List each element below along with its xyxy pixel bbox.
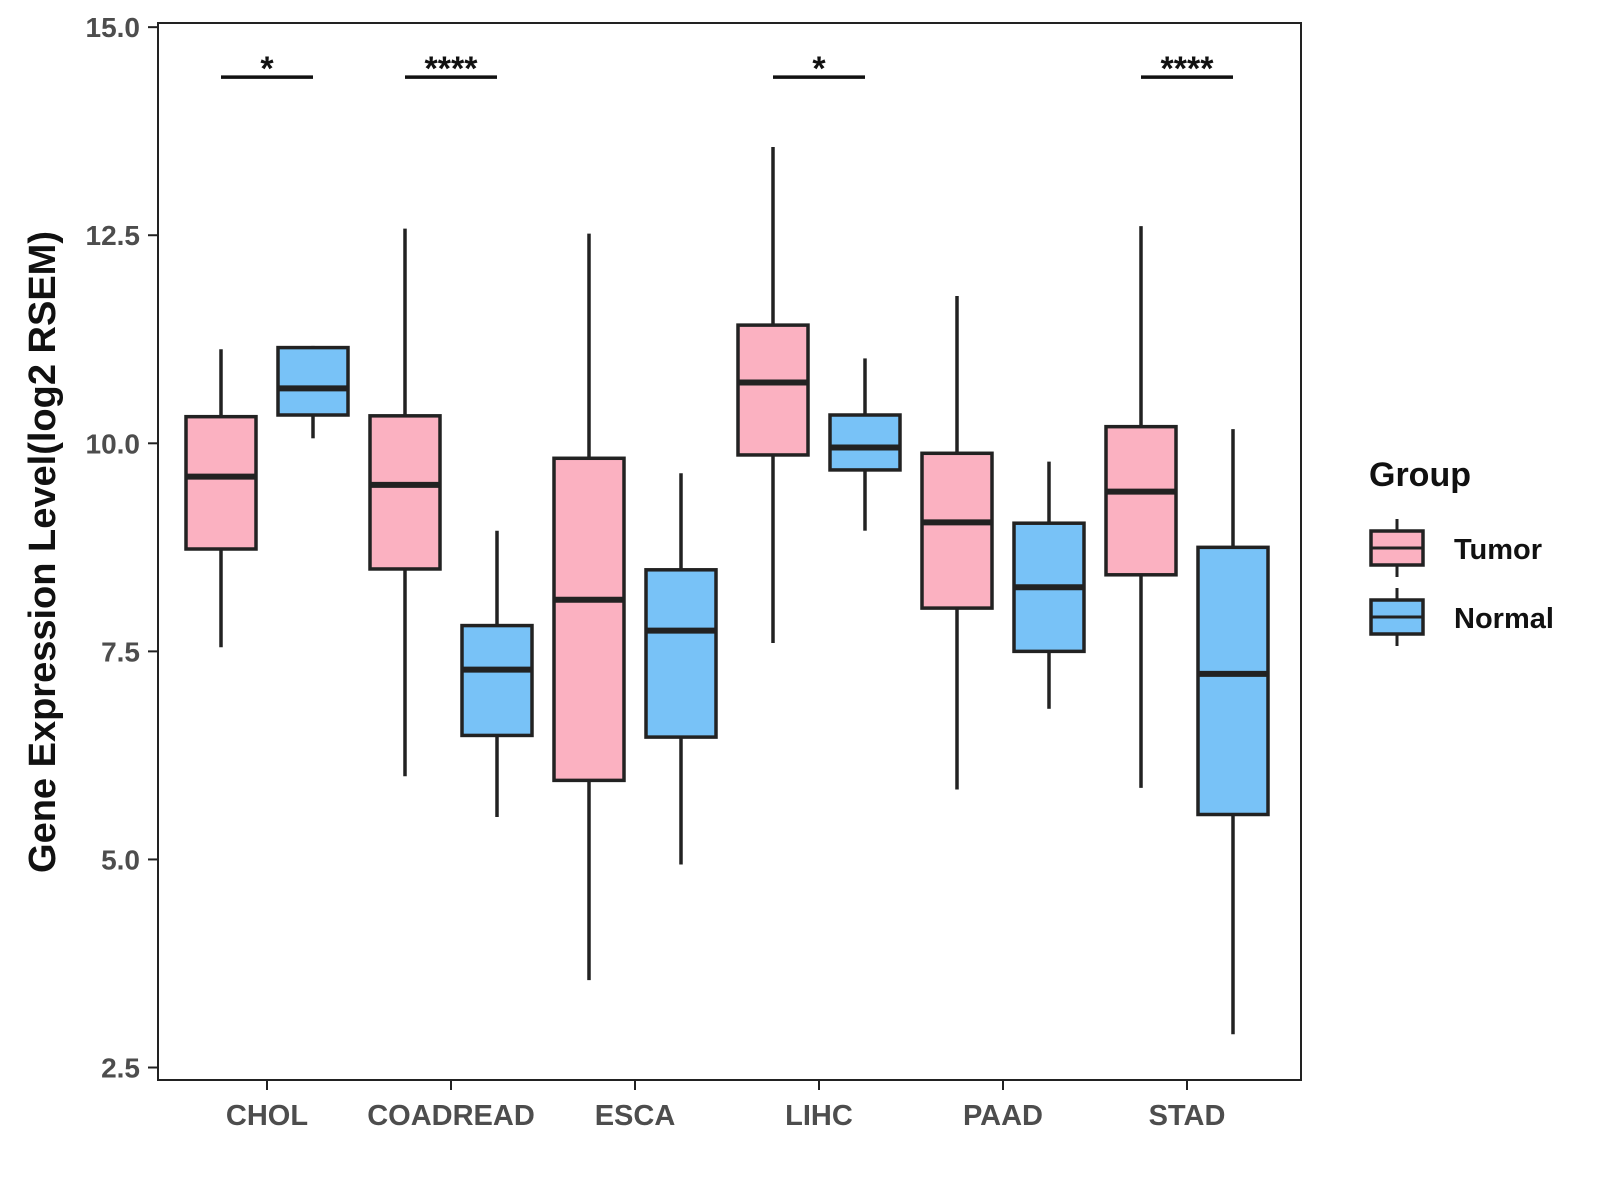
- box-iqr: [368, 414, 442, 571]
- box-normal-lihc: [828, 358, 902, 531]
- box-iqr: [920, 451, 994, 610]
- box-iqr: [460, 623, 534, 738]
- x-tick-label: STAD: [1149, 1100, 1226, 1132]
- significance-label: ****: [425, 50, 479, 88]
- box-tumor-esca: [552, 233, 626, 981]
- box-tumor-lihc: [736, 147, 810, 644]
- x-axis: CHOL COADREAD ESCA LIHC PAAD STAD: [226, 1080, 1225, 1132]
- legend: Group Tumor Normal: [1369, 456, 1554, 646]
- significance-label: *: [812, 50, 826, 88]
- box-iqr: [1196, 545, 1270, 817]
- x-tick-label: COADREAD: [367, 1100, 535, 1132]
- x-tick-label: PAAD: [963, 1100, 1043, 1132]
- x-tick-label: LIHC: [785, 1100, 853, 1132]
- y-tick-label: 2.5: [101, 1053, 140, 1084]
- box-normal-esca: [644, 473, 718, 865]
- box-series: [184, 147, 1270, 1035]
- legend-label-normal: Normal: [1454, 603, 1554, 635]
- legend-key-tumor: [1369, 519, 1425, 577]
- x-tick-label: ESCA: [595, 1100, 676, 1132]
- y-tick-label: 10.0: [86, 428, 141, 459]
- y-axis: 2.5 5.0 7.5 10.0 12.5 15.0: [86, 12, 158, 1084]
- box-tumor-paad: [920, 295, 994, 790]
- y-tick-label: 12.5: [86, 220, 141, 251]
- box-tumor-chol: [184, 349, 258, 648]
- y-tick-label: 5.0: [101, 844, 140, 875]
- box-tumor-coadread: [368, 228, 442, 777]
- box-iqr: [1104, 424, 1178, 577]
- significance-annotations: * **** * ****: [221, 50, 1233, 88]
- box-normal-stad: [1196, 429, 1270, 1035]
- box-iqr: [828, 413, 902, 472]
- box-iqr: [644, 568, 718, 739]
- legend-title: Group: [1369, 456, 1471, 494]
- y-axis-label: Gene Expression Level(log2 RSEM): [22, 231, 64, 873]
- box-iqr: [276, 345, 350, 417]
- legend-label-tumor: Tumor: [1454, 534, 1542, 566]
- box-normal-coadread: [460, 530, 534, 817]
- x-tick-label: CHOL: [226, 1100, 308, 1132]
- box-normal-paad: [1012, 461, 1086, 709]
- y-tick-label: 7.5: [101, 636, 140, 667]
- box-tumor-stad: [1104, 226, 1178, 788]
- box-iqr: [552, 456, 626, 783]
- significance-label: *: [260, 50, 274, 88]
- significance-label: ****: [1161, 50, 1215, 88]
- legend-key-normal: [1369, 588, 1425, 646]
- y-tick-label: 15.0: [86, 12, 141, 43]
- box-iqr: [736, 323, 810, 457]
- box-iqr: [184, 414, 258, 551]
- box-normal-chol: [276, 345, 350, 439]
